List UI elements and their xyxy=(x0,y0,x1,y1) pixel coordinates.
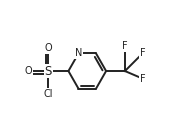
Text: F: F xyxy=(140,49,145,58)
Text: F: F xyxy=(122,41,128,51)
Text: Cl: Cl xyxy=(44,89,53,99)
Text: O: O xyxy=(45,43,52,53)
Text: O: O xyxy=(24,66,32,76)
Text: S: S xyxy=(45,65,52,78)
Text: N: N xyxy=(75,49,82,58)
Text: F: F xyxy=(140,74,145,84)
